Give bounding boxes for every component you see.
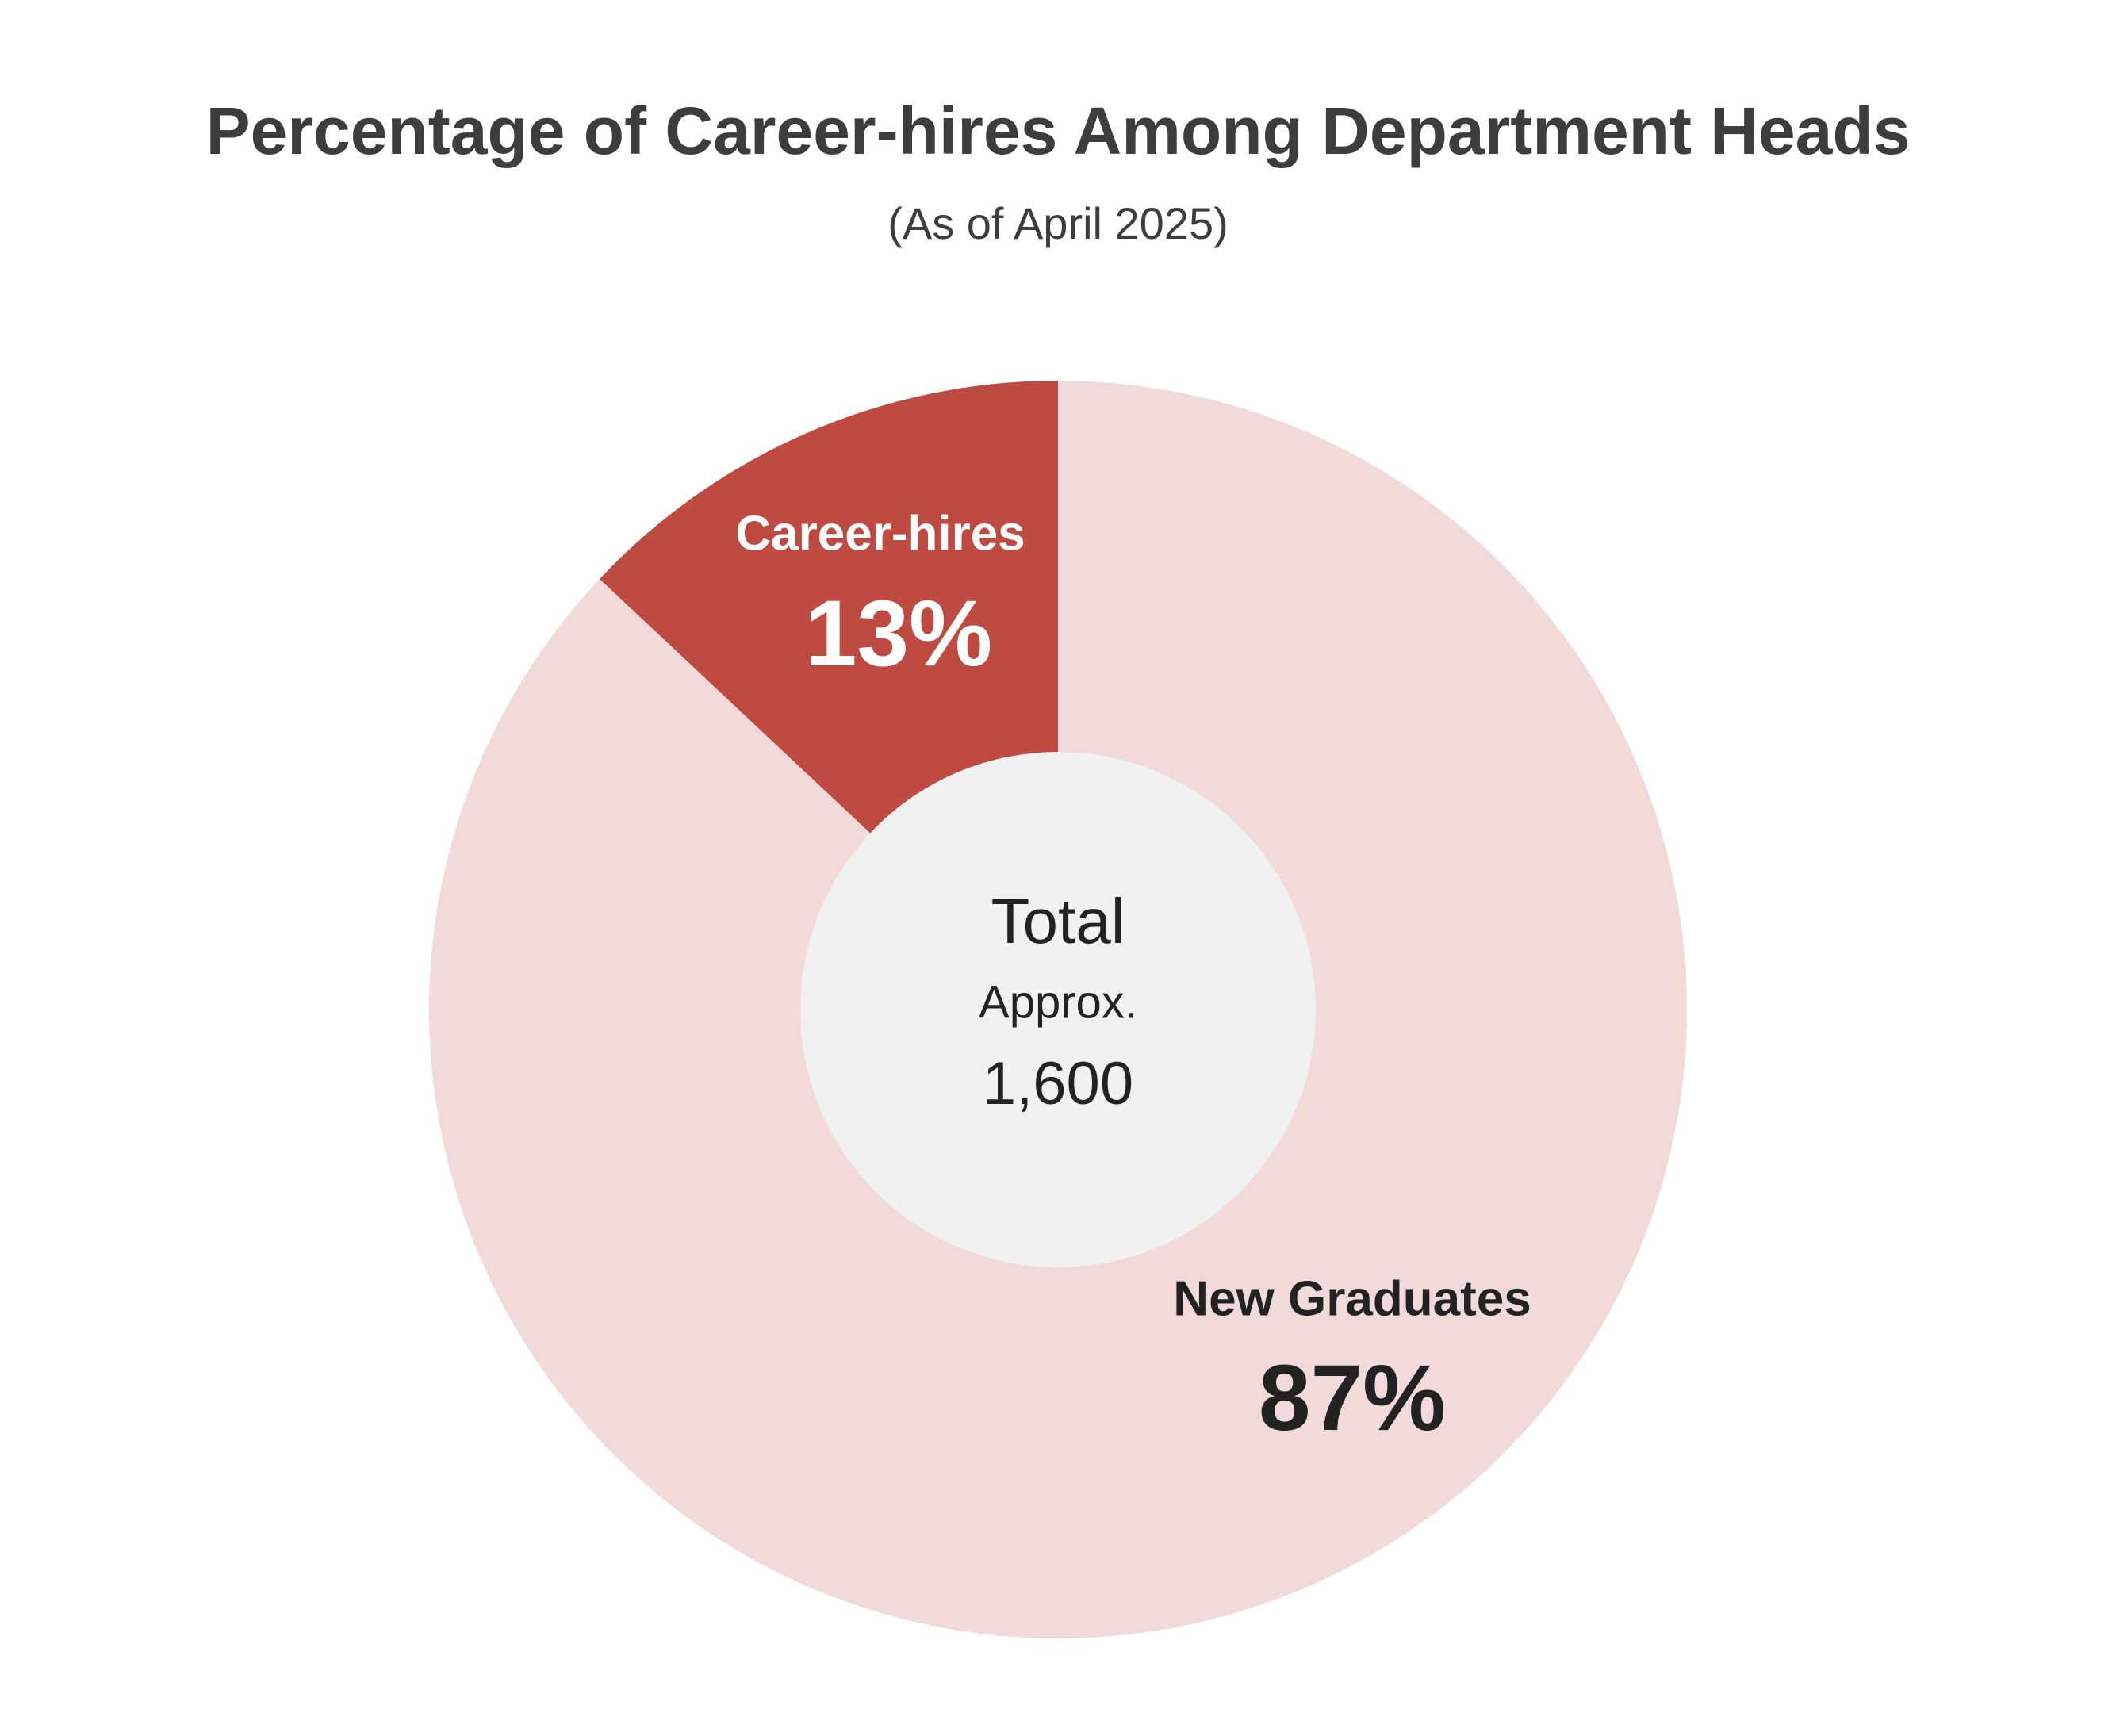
chart-subtitle: (As of April 2025)	[887, 198, 1229, 248]
slice-label: Career-hires	[735, 506, 1025, 561]
center-text: Approx.	[979, 976, 1137, 1028]
center-text: Total	[991, 886, 1125, 956]
chart-title: Percentage of Career-hires Among Departm…	[206, 94, 1911, 168]
slice-value-label: 87%	[1259, 1346, 1446, 1450]
center-text: 1,600	[983, 1050, 1133, 1117]
slice-value-label: 13%	[805, 581, 992, 686]
slice-label: New Graduates	[1173, 1271, 1531, 1326]
center-hole	[800, 752, 1316, 1267]
